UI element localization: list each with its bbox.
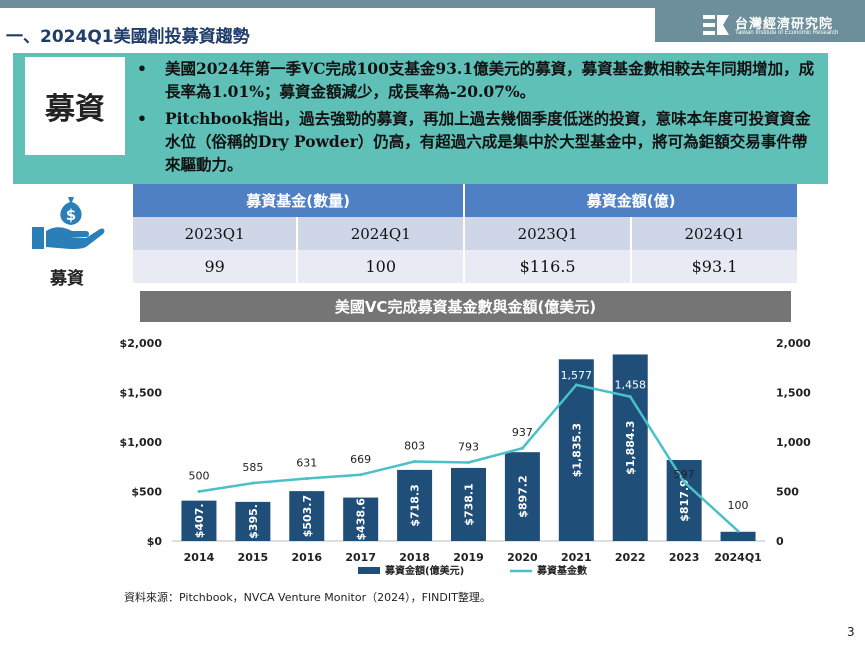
bar [451,467,486,541]
funding-chart: $0 $500 $1,000 $1,500 $2,000 0 500 1,000 1,500 2,… [120,337,812,577]
bar [343,497,379,541]
line-data-label: 585 [242,461,263,474]
legend-swatch-bar [358,567,380,574]
legend-label: 募資基金數 [536,564,587,577]
y-tick-label-left: $1,500 [120,387,163,400]
table-row: 99 100 $116.5 $93.1 [133,250,799,283]
line-data-label: 100 [728,499,749,512]
y-tick-label-right: 1,500 [776,387,811,400]
funding-label: 募資 [50,269,84,289]
bar-data-label: $817.9 [678,479,691,521]
summary-bullet: 美國2024年第一季VC完成100支基金93.1億美元的募資，募資基金數相較去年… [127,57,817,103]
y-tick-label-left: $1,000 [120,436,163,449]
y-tick-label-right: 2,000 [776,337,811,350]
legend-label: 募資金額(億美元) [384,564,464,577]
line-point [305,477,309,481]
x-tick-label: 2017 [345,551,376,564]
summary-bullets: 美國2024年第一季VC完成100支基金93.1億美元的募資，募資基金數相較去年… [127,57,817,180]
bar-data-label: $395. [247,504,260,539]
summary-label: 募資 [25,57,125,155]
line-data-label: 937 [512,426,533,439]
line-point [467,460,470,464]
x-tick-label: 2023 [669,551,700,564]
x-tick-label: 2024Q1 [714,551,762,564]
x-tick-label: 2021 [561,551,592,564]
summary-bullet: Pitchbook指出，過去強勁的募資，再加上過去幾個季度低迷的投資，意味本年度… [127,107,817,176]
line-point [413,460,417,464]
line-point [359,473,363,477]
line-point [628,395,632,399]
bar-data-label: $1,835.3 [570,423,583,477]
table-cell: $93.1 [631,250,799,283]
page-number: 3 [847,625,855,639]
logo-subtext: Taiwan Institute of Economic Research [735,30,839,36]
svg-text:$: $ [66,206,76,224]
bar [720,531,756,541]
source-note: 資料來源：Pitchbook，NVCA Venture Monitor（2024… [124,591,491,604]
x-tick-label: 2020 [507,551,538,564]
y-tick-label-left: $0 [147,535,163,548]
line-point [197,490,201,493]
bar [504,452,540,541]
bar [612,354,648,541]
table-header-fund-amount: 募資金額(億) [464,184,799,217]
x-tick-label: 2014 [184,551,215,564]
logo-text: 台灣經濟研究院 [735,17,834,32]
bar [289,491,325,541]
bar [235,501,271,541]
line-data-label: 793 [458,440,479,453]
summary-box: 募資 美國2024年第一季VC完成100支基金93.1億美元的募資，募資基金數相… [13,53,828,184]
bar [558,359,594,541]
table-header-fund-count: 募資基金(數量) [133,184,466,217]
line-data-label: 1,458 [614,379,646,392]
line-point [574,383,578,387]
funding-table: 募資基金(數量) 募資金額(億) 2023Q1 2024Q1 2023Q1 20… [133,184,799,283]
top-bar [0,0,865,8]
logo: 台灣經濟研究院 Taiwan Institute of Economic Res… [655,8,865,42]
line-data-label: 803 [404,440,425,453]
table-cell: 99 [133,250,299,283]
bar-data-label: $897.2 [516,475,529,517]
line-point [736,529,740,533]
x-tick-label: 2018 [399,551,430,564]
y-tick-label-left: $2,000 [120,337,163,350]
table-row: 2023Q1 2024Q1 2023Q1 2024Q1 [133,217,799,250]
money-hand-icon: $ [32,197,105,249]
bar [181,500,217,541]
bar-data-label: $1,884.3 [624,421,637,475]
y-tick-label-left: $500 [131,486,162,499]
table-cell: 2024Q1 [297,217,466,250]
line-point [682,480,686,484]
y-tick-label-right: 500 [776,486,799,499]
bar-data-label: $407. [193,503,206,538]
bar-data-label: $503.7 [301,495,314,537]
line-point [251,481,255,485]
x-tick-label: 2015 [238,551,269,564]
table-cell: 2023Q1 [133,217,299,250]
slide-title: 一、2024Q1美國創投募資趨勢 [6,27,250,47]
y-tick-label-right: 0 [776,535,784,548]
line-data-label: 597 [674,468,695,481]
y-tick-label-right: 1,000 [776,436,811,449]
line-data-label: 669 [350,453,371,466]
bar-data-label: $438.6 [355,498,368,541]
bar [666,460,702,541]
x-tick-label: 2016 [291,551,322,564]
table-cell: 100 [297,250,466,283]
bar [397,469,433,541]
line-data-label: 631 [296,457,317,470]
line-point [520,446,524,450]
line-data-label: 1,577 [561,369,593,382]
bar-data-label: $718.3 [409,484,422,526]
x-tick-label: 2019 [453,551,484,564]
table-header-row: 募資基金(數量) 募資金額(億) [133,184,799,217]
logo-mark-icon [703,15,729,35]
table-cell: 2023Q1 [464,217,633,250]
table-cell: 2024Q1 [631,217,799,250]
bar-data-label: $738.1 [463,483,476,525]
line-data-label: 500 [188,470,209,483]
chart-title: 美國VC完成募資基金數與金額(億美元) [140,291,791,322]
table-cell: $116.5 [464,250,633,283]
x-tick-label: 2022 [615,551,646,564]
